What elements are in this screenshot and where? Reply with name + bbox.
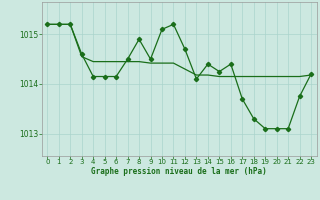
X-axis label: Graphe pression niveau de la mer (hPa): Graphe pression niveau de la mer (hPa) bbox=[91, 167, 267, 176]
